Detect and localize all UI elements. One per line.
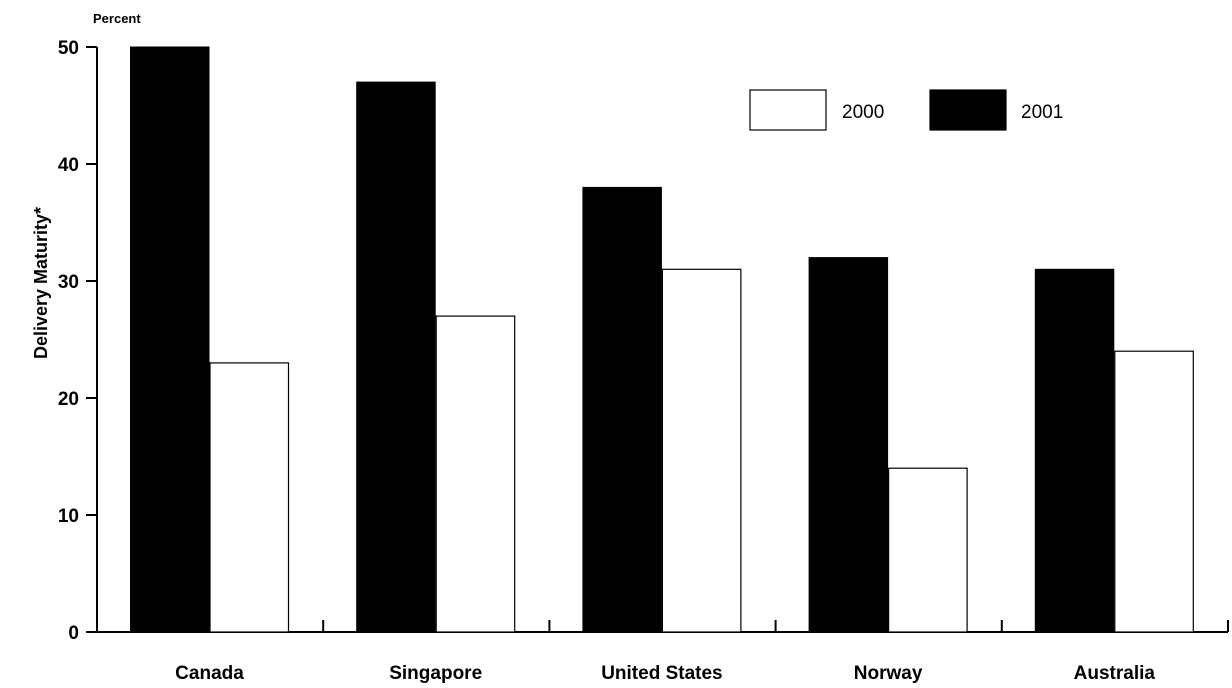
bar-2000 — [661, 268, 742, 633]
y-tick-label: 40 — [58, 155, 79, 176]
y-axis-title: Delivery Maturity* — [31, 207, 51, 359]
x-tick-label: United States — [601, 663, 722, 684]
legend: 2000 2001 — [749, 89, 1063, 131]
x-tick-label: Australia — [1074, 663, 1156, 684]
bar-2000 — [209, 362, 290, 633]
y-tick-labels: 0 10 20 30 40 50 — [58, 38, 79, 644]
legend-label-2001: 2001 — [1021, 102, 1063, 123]
bar-2001 — [130, 46, 210, 633]
bar-2001 — [1034, 268, 1115, 633]
bar-2000 — [435, 315, 516, 633]
bar-2001 — [356, 81, 436, 633]
x-tick-label: Norway — [854, 663, 923, 684]
bar-2001 — [808, 257, 889, 633]
legend-label-2000: 2000 — [842, 102, 884, 123]
x-tick-label: Singapore — [389, 663, 482, 684]
x-tick-label: Canada — [175, 663, 244, 684]
unit-label: Percent — [93, 11, 141, 26]
legend-swatch-2000 — [749, 89, 827, 131]
y-tick-label: 50 — [58, 38, 79, 59]
y-tick-label: 10 — [58, 506, 79, 527]
y-tick-label: 20 — [58, 389, 79, 410]
bar-2000 — [887, 467, 968, 633]
y-tick-label: 30 — [58, 272, 79, 293]
x-tick-labels: Canada Singapore United States Norway Austra… — [175, 663, 1155, 684]
y-tick-label: 0 — [68, 623, 79, 644]
bars — [130, 46, 1194, 633]
bar-2000 — [1114, 350, 1194, 633]
bar-2001 — [582, 186, 662, 633]
legend-swatch-2001 — [929, 89, 1007, 131]
